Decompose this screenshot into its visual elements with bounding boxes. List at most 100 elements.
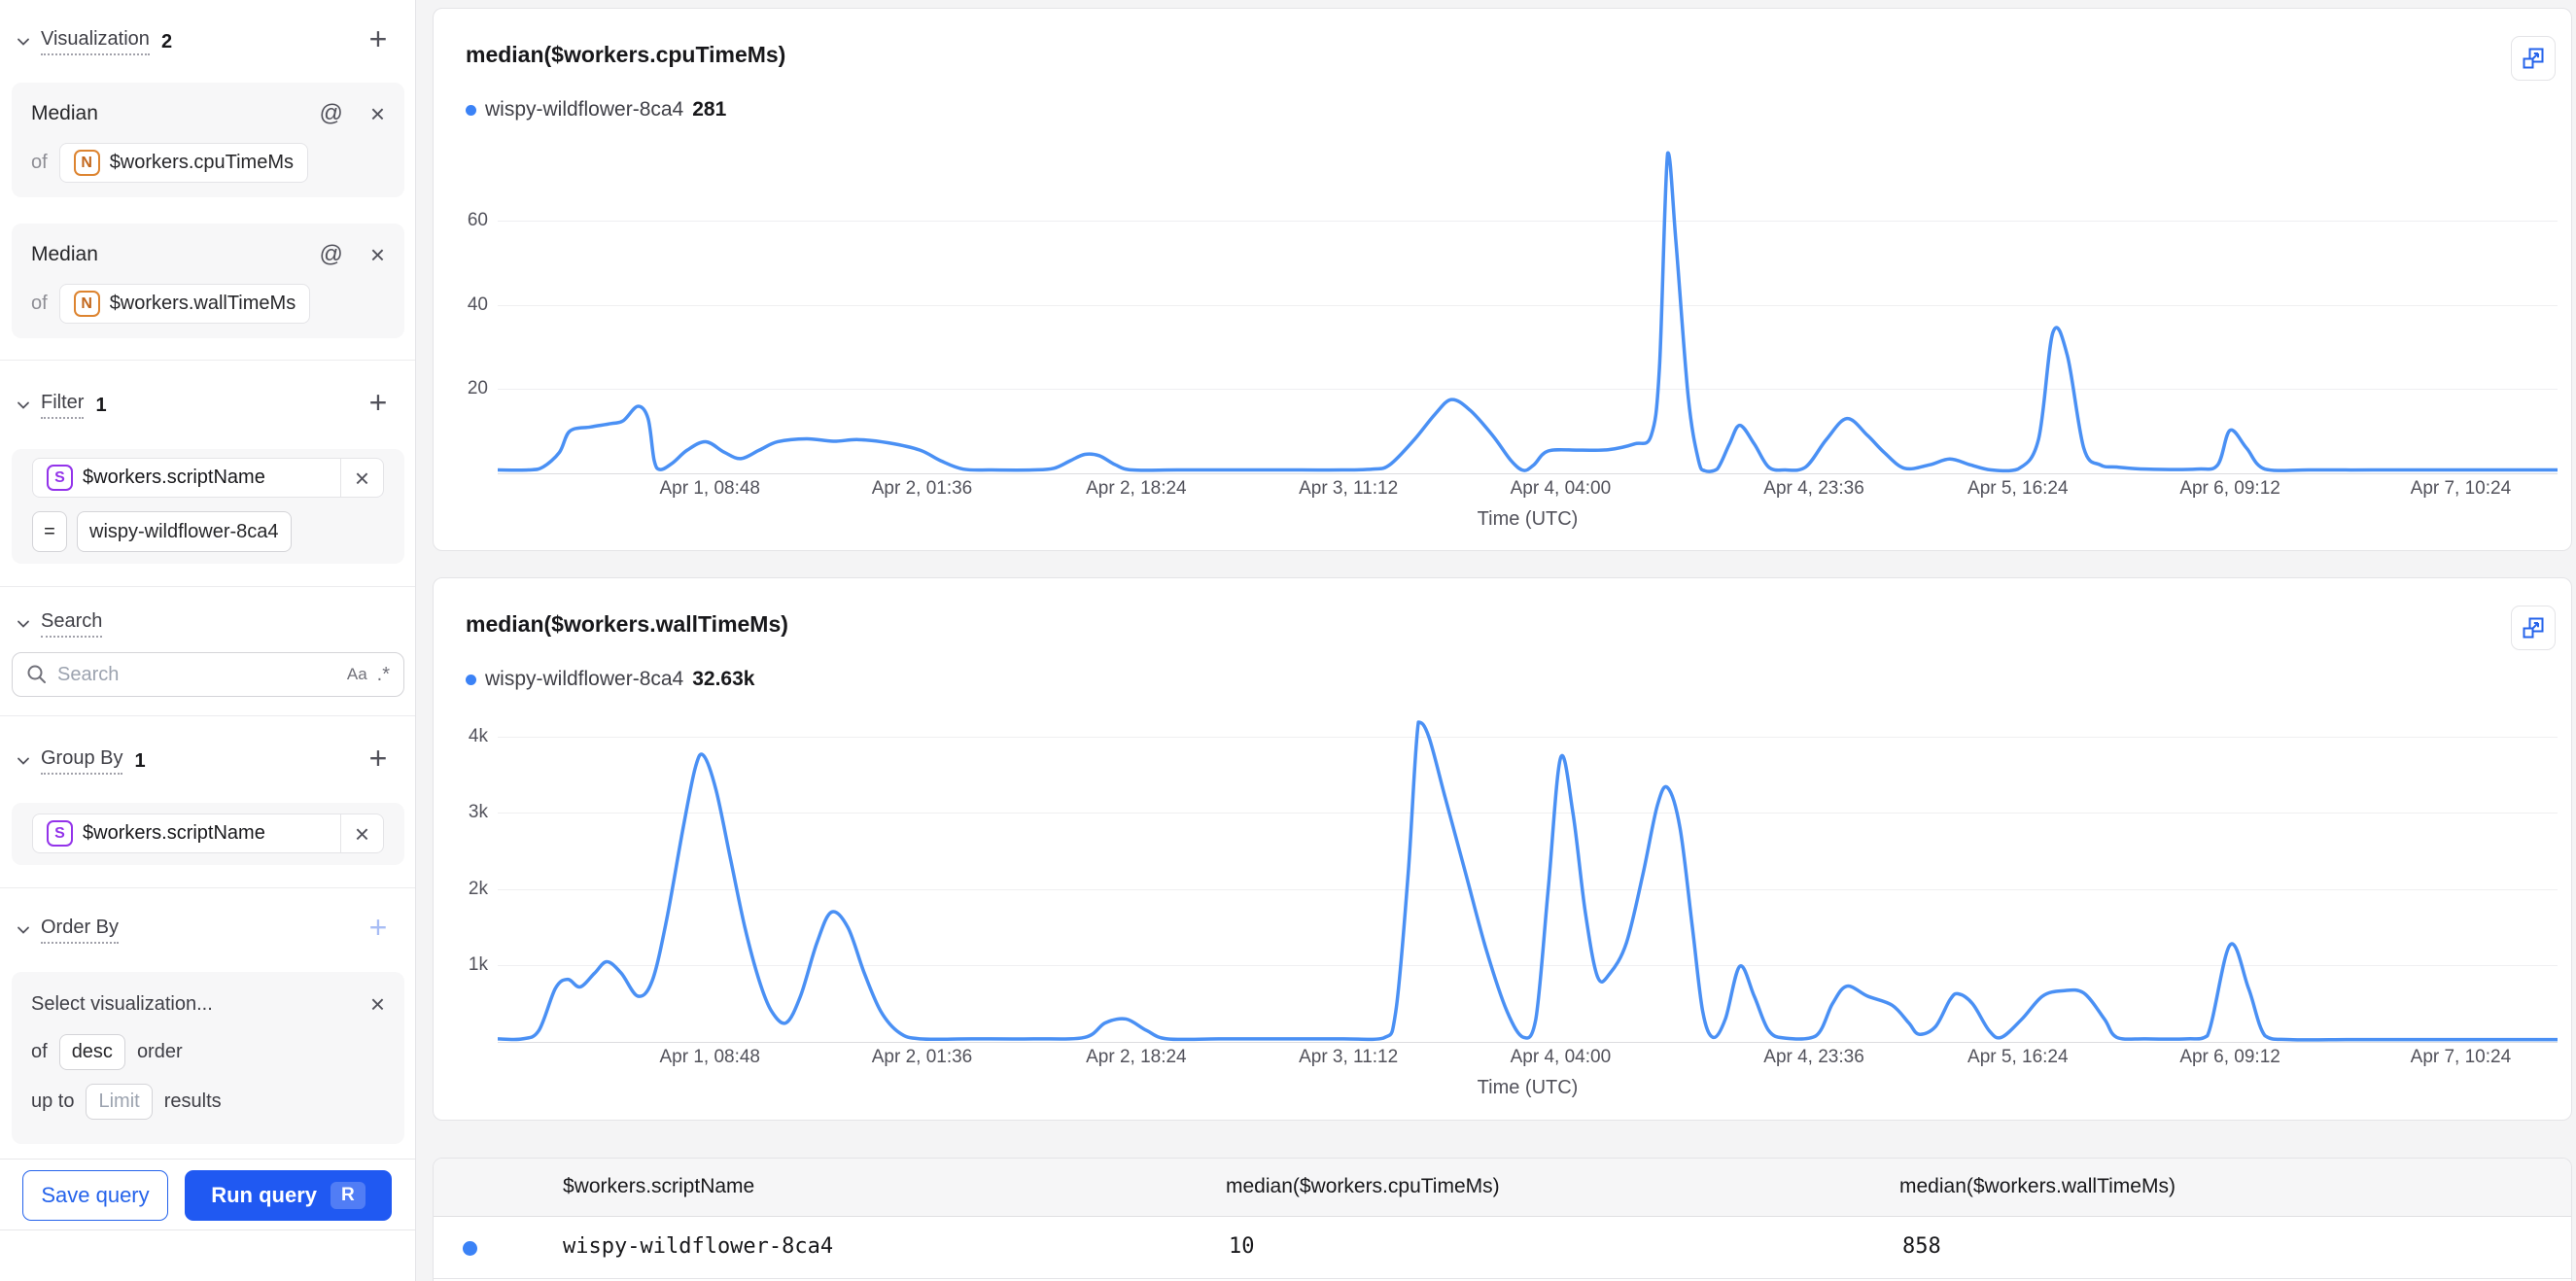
at-icon[interactable]: @: [319, 100, 343, 126]
y-tick-label: 2k: [468, 878, 488, 899]
field-name: $workers.cpuTimeMs: [109, 152, 294, 173]
line-series: [498, 151, 2558, 473]
x-tick-label: Apr 2, 01:36: [871, 478, 973, 499]
x-tick-label: Apr 5, 16:24: [1967, 1047, 2069, 1067]
aggregation-label[interactable]: Median: [31, 102, 98, 124]
series-dot-icon: [466, 104, 476, 116]
group-by-field[interactable]: S $workers.scriptName: [33, 814, 340, 852]
match-case-icon[interactable]: Aa: [346, 665, 367, 683]
filter-section-header[interactable]: Filter 1 +: [14, 385, 401, 422]
add-order-by-button[interactable]: +: [368, 909, 388, 945]
add-visualization-button[interactable]: +: [368, 20, 388, 56]
chevron-down-icon: [17, 926, 29, 934]
run-query-button[interactable]: Run query R: [185, 1170, 392, 1221]
order-by-visualization-select[interactable]: Select visualization...: [31, 992, 213, 1015]
chart-title: median($workers.cpuTimeMs): [466, 42, 786, 67]
of-label: of: [31, 1041, 48, 1062]
y-tick-label: 20: [467, 378, 488, 399]
group-by-field-chip: S $workers.scriptName ×: [32, 814, 384, 853]
x-tick-label: Apr 6, 09:12: [2179, 1047, 2280, 1067]
expand-chart-button[interactable]: [2511, 36, 2556, 81]
field-name: $workers.scriptName: [83, 467, 265, 488]
x-tick-label: Apr 5, 16:24: [1967, 478, 2069, 499]
field-chip-cpu[interactable]: N $workers.cpuTimeMs: [58, 143, 308, 183]
x-tick-label: Apr 3, 11:12: [1299, 1047, 1399, 1067]
series-dot-icon: [466, 674, 476, 685]
series-value: 32.63k: [692, 668, 755, 690]
x-tick-label: Apr 4, 04:00: [1510, 478, 1612, 499]
column-header-script-name[interactable]: $workers.scriptName: [563, 1175, 755, 1197]
y-tick-label: 3k: [468, 802, 488, 823]
gridline: [498, 304, 2558, 306]
chart-legend[interactable]: wispy-wildflower-8ca4 281: [466, 98, 726, 121]
gridline: [498, 736, 2558, 738]
close-icon[interactable]: ×: [369, 989, 385, 1019]
close-icon[interactable]: ×: [369, 240, 385, 269]
save-query-button[interactable]: Save query: [22, 1170, 168, 1221]
x-axis-title: Time (UTC): [1477, 1077, 1579, 1098]
chevron-down-icon: [17, 620, 29, 628]
remove-group-by-button[interactable]: ×: [340, 814, 383, 852]
visualization-card-cpu: Median @ × of N $workers.cpuTimeMs: [12, 83, 404, 197]
x-axis-title: Time (UTC): [1477, 508, 1579, 530]
cell-wall-time: 858: [1902, 1234, 1941, 1259]
remove-filter-button[interactable]: ×: [340, 459, 383, 497]
x-tick-label: Apr 7, 10:24: [2410, 1047, 2512, 1067]
filter-operator-chip[interactable]: =: [32, 511, 67, 552]
cpu-time-chart-card: median($workers.cpuTimeMs) wispy-wildflo…: [433, 8, 2572, 551]
sidebar-footer: Save query Run query R: [0, 1159, 415, 1230]
expand-chart-button[interactable]: [2511, 606, 2556, 650]
direction-chip[interactable]: desc: [58, 1034, 125, 1070]
expand-icon: [2523, 48, 2544, 69]
divider: [0, 586, 415, 587]
gridline: [498, 965, 2558, 967]
x-tick-label: Apr 7, 10:24: [2410, 478, 2512, 499]
divider: [0, 715, 415, 716]
filter-field-chip: S $workers.scriptName ×: [32, 458, 384, 498]
y-tick-label: 40: [467, 294, 488, 315]
x-tick-label: Apr 3, 11:12: [1299, 478, 1399, 499]
gridline: [498, 389, 2558, 391]
limit-input[interactable]: Limit: [86, 1084, 153, 1120]
cell-script-name: wispy-wildflower-8ca4: [563, 1234, 834, 1259]
at-icon[interactable]: @: [319, 241, 343, 267]
string-type-icon: S: [47, 465, 73, 491]
visualization-card-wall: Median @ × of N $workers.wallTimeMs: [12, 224, 404, 338]
regex-icon[interactable]: .*: [376, 663, 390, 685]
x-tick-label: Apr 1, 08:48: [659, 1047, 761, 1067]
group-by-section-header[interactable]: Group By 1 +: [14, 740, 401, 778]
search-input[interactable]: [57, 663, 337, 686]
group-by-card: S $workers.scriptName ×: [12, 803, 404, 865]
x-tick-label: Apr 2, 18:24: [1086, 1047, 1187, 1067]
column-header-wall-time[interactable]: median($workers.wallTimeMs): [1899, 1175, 2176, 1197]
filter-count: 1: [95, 394, 107, 416]
chart-legend[interactable]: wispy-wildflower-8ca4 32.63k: [466, 668, 754, 691]
column-header-cpu-time[interactable]: median($workers.cpuTimeMs): [1226, 1175, 1500, 1197]
of-label: of: [31, 293, 48, 314]
run-shortcut-badge: R: [331, 1182, 366, 1209]
visualization-count: 2: [160, 30, 173, 52]
search-box: Aa .*: [12, 652, 404, 697]
x-tick-label: Apr 4, 04:00: [1510, 1047, 1612, 1067]
x-tick-label: Apr 2, 01:36: [871, 1047, 973, 1067]
search-section-header[interactable]: Search: [14, 607, 401, 640]
close-icon[interactable]: ×: [369, 99, 385, 128]
visualization-section-header[interactable]: Visualization 2 +: [14, 21, 401, 58]
chevron-down-icon: [17, 757, 29, 765]
results-table-card: $workers.scriptName median($workers.cpuT…: [433, 1158, 2572, 1281]
table-row[interactable]: wispy-wildflower-8ca4 10 858: [434, 1217, 2571, 1279]
plot-area[interactable]: [498, 147, 2558, 474]
field-chip-wall[interactable]: N $workers.wallTimeMs: [58, 284, 311, 324]
expand-icon: [2523, 617, 2544, 639]
order-by-section-header[interactable]: Order By +: [14, 910, 401, 947]
filter-field[interactable]: S $workers.scriptName: [33, 459, 340, 497]
add-filter-button[interactable]: +: [368, 384, 388, 420]
gridline: [498, 888, 2558, 890]
plot-area[interactable]: [498, 720, 2558, 1043]
filter-section-label: Filter: [41, 392, 85, 419]
filter-value-chip[interactable]: wispy-wildflower-8ca4: [77, 511, 292, 552]
chart-title: median($workers.wallTimeMs): [466, 611, 788, 637]
aggregation-label[interactable]: Median: [31, 243, 98, 265]
add-group-by-button[interactable]: +: [368, 740, 388, 776]
